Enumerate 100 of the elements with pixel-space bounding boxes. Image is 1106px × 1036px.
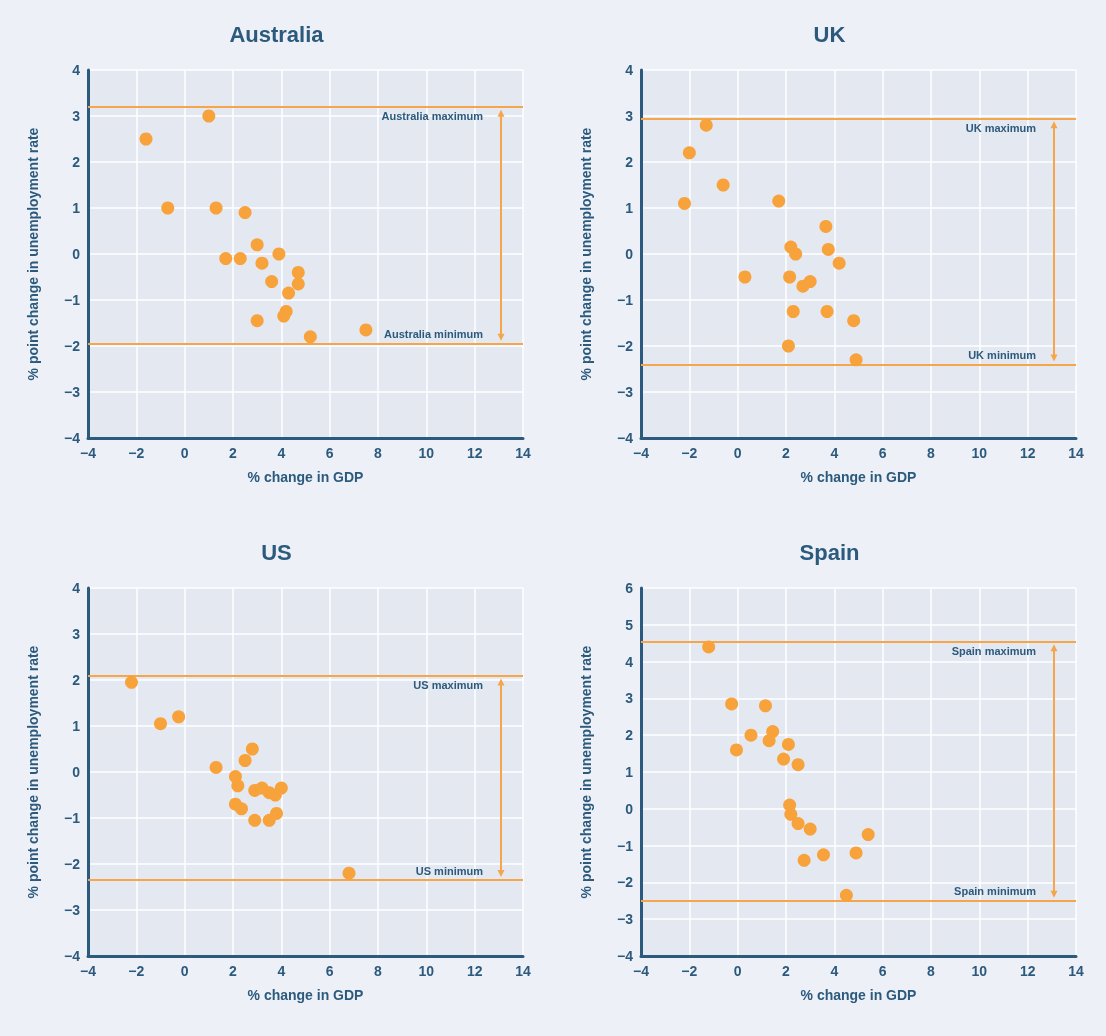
x-axis-title: % change in GDP xyxy=(800,469,917,485)
y-tick-label: −4 xyxy=(617,948,634,964)
point xyxy=(738,270,752,284)
point xyxy=(791,817,805,831)
y-tick-label: 3 xyxy=(72,108,81,124)
point xyxy=(277,309,291,323)
y-tick-label: 0 xyxy=(625,800,634,817)
x-axis-title: % change in GDP xyxy=(247,469,364,485)
y-tick-label: −3 xyxy=(64,384,81,400)
y-tick-label: −3 xyxy=(64,902,81,918)
y-tick-label: 5 xyxy=(625,616,634,633)
point xyxy=(250,314,264,328)
y-axis-title: % point change in unemployment rate xyxy=(578,645,594,899)
y-tick-label: −4 xyxy=(64,430,81,446)
x-axis-title: % change in GDP xyxy=(247,987,364,1003)
y-tick-label: −4 xyxy=(64,948,81,964)
point xyxy=(702,640,716,654)
point xyxy=(716,178,730,192)
y-tick-label: 1 xyxy=(72,200,81,216)
point xyxy=(274,781,288,795)
y-tick-label: 4 xyxy=(625,653,634,670)
point xyxy=(238,206,252,220)
point xyxy=(725,697,739,711)
y-tick-label: −2 xyxy=(617,874,634,891)
chart-title: UK xyxy=(813,21,846,47)
x-tick-label: −2 xyxy=(681,445,698,461)
x-tick-label: 0 xyxy=(733,445,742,461)
point xyxy=(847,314,861,328)
x-tick-label: 14 xyxy=(515,963,531,979)
y-tick-label: 0 xyxy=(625,246,634,262)
point xyxy=(819,219,833,233)
point xyxy=(172,710,186,724)
x-tick-label: 6 xyxy=(878,963,887,979)
y-tick-label: −1 xyxy=(64,810,81,826)
point xyxy=(832,256,846,270)
x-tick-label: 12 xyxy=(1019,445,1036,461)
point xyxy=(234,802,248,816)
chart-title: Australia xyxy=(229,21,325,47)
point xyxy=(786,305,800,318)
point xyxy=(219,252,233,266)
point xyxy=(359,323,373,337)
point xyxy=(272,247,286,261)
y-axis-title: % point change in unemployment rate xyxy=(578,127,594,381)
point xyxy=(729,743,743,757)
point xyxy=(342,866,356,880)
x-tick-label: 14 xyxy=(1068,963,1084,979)
y-tick-label: 3 xyxy=(72,626,81,642)
point xyxy=(209,201,223,215)
y-tick-label: −2 xyxy=(617,338,634,354)
point xyxy=(248,813,262,827)
x-tick-label: 12 xyxy=(466,445,483,461)
x-tick-label: 8 xyxy=(374,963,383,979)
point xyxy=(781,737,795,751)
point xyxy=(682,146,696,160)
point xyxy=(678,196,691,210)
x-tick-label: 0 xyxy=(180,963,189,979)
x-tick-label: 12 xyxy=(1019,963,1036,979)
x-tick-label: 14 xyxy=(515,445,531,461)
x-tick-label: 8 xyxy=(374,445,383,461)
point xyxy=(744,728,758,742)
point xyxy=(777,752,791,766)
x-tick-label: 8 xyxy=(927,963,936,979)
point xyxy=(762,734,776,748)
x-tick-label: 6 xyxy=(878,445,887,461)
ref-line-label: US maximum xyxy=(413,678,484,691)
point xyxy=(849,353,863,367)
y-tick-label: 2 xyxy=(625,727,634,744)
point xyxy=(303,330,317,344)
y-tick-label: 3 xyxy=(625,690,634,707)
point xyxy=(781,339,795,353)
point xyxy=(270,806,283,820)
y-tick-label: 1 xyxy=(625,764,634,780)
y-axis-title: % point change in unemployment rate xyxy=(25,645,41,899)
x-tick-label: 10 xyxy=(971,445,988,461)
y-tick-label: −3 xyxy=(617,384,634,400)
point xyxy=(282,286,296,300)
ref-line-label: US minimum xyxy=(415,864,484,877)
y-tick-label: 3 xyxy=(625,108,634,124)
point xyxy=(125,675,138,689)
x-tick-label: 4 xyxy=(277,445,286,461)
point xyxy=(291,277,305,291)
x-tick-label: 10 xyxy=(971,963,988,979)
ref-line-label: UK maximum xyxy=(965,121,1037,134)
y-tick-label: 4 xyxy=(72,62,81,78)
x-tick-label: 8 xyxy=(927,445,936,461)
point xyxy=(821,242,835,256)
ref-line-label: Spain maximum xyxy=(951,644,1037,657)
y-tick-label: −1 xyxy=(64,292,81,308)
point xyxy=(209,760,223,774)
point xyxy=(803,822,817,836)
point xyxy=(803,275,817,289)
y-tick-label: −2 xyxy=(64,338,81,354)
chart-title: US xyxy=(261,539,292,565)
point xyxy=(791,758,805,772)
y-tick-label: −3 xyxy=(617,911,634,928)
point xyxy=(772,194,786,208)
y-tick-label: 2 xyxy=(72,154,81,170)
chart-title: Spain xyxy=(799,539,860,565)
y-tick-label: −4 xyxy=(617,430,634,446)
point xyxy=(797,853,811,867)
